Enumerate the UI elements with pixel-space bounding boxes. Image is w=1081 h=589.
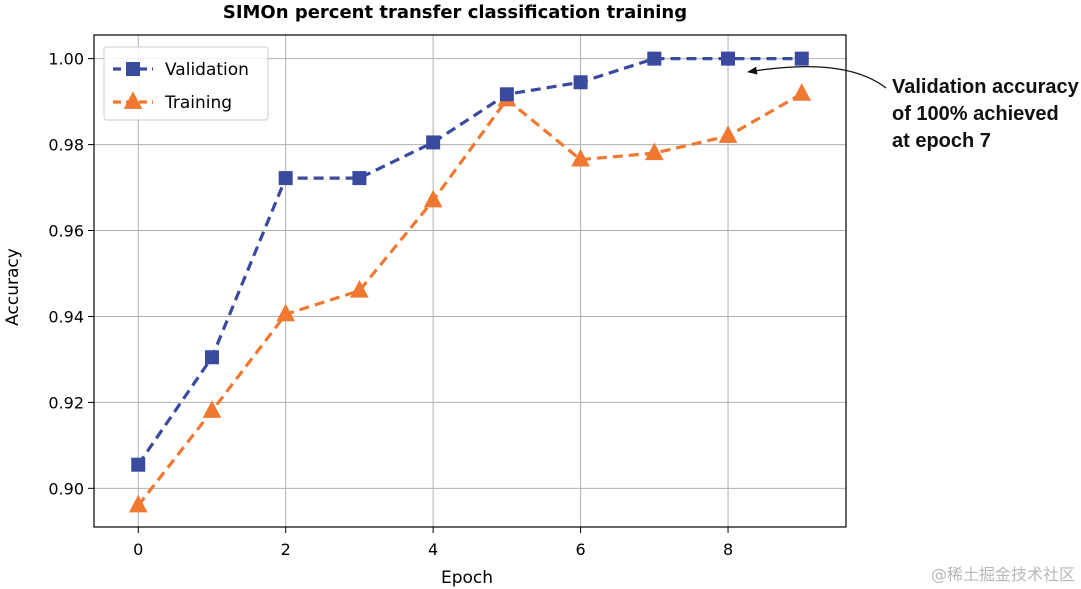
chart-title: SIMOn percent transfer classification tr… [223, 2, 687, 23]
x-tick-label: 2 [281, 540, 291, 559]
data-point-training [202, 400, 222, 418]
y-axis-title: Accuracy [3, 248, 23, 326]
data-point-validation [278, 171, 293, 186]
annotation-arrow [747, 65, 887, 89]
data-point-validation [794, 51, 809, 66]
data-point-training [276, 303, 296, 322]
legend-swatch-marker [126, 62, 140, 76]
x-tick-label: 0 [133, 540, 143, 559]
axis-ticks: 0 2 4 6 8 0.90 0.92 0.94 0.96 0.98 1.00 [48, 50, 733, 559]
y-tick-label: 1.00 [48, 50, 84, 69]
legend-label-validation: Validation [165, 60, 249, 80]
data-point-training [718, 125, 738, 143]
data-point-validation [352, 171, 367, 186]
data-point-validation [426, 135, 441, 150]
annotation-line-3: at epoch 7 [892, 130, 991, 152]
data-point-training [350, 280, 369, 298]
data-point-validation [499, 87, 514, 102]
data-point-validation [573, 75, 588, 90]
y-tick-label: 0.94 [48, 307, 84, 326]
x-tick-label: 4 [428, 540, 438, 559]
legend: Validation Training [103, 46, 269, 121]
watermark: @稀土掘金技术社区 [931, 565, 1075, 584]
series-line-validation [136, 57, 802, 466]
legend-label-training: Training [164, 93, 232, 113]
data-point-training [571, 148, 590, 167]
x-axis-title: Epoch [441, 568, 493, 588]
series-validation [131, 51, 809, 472]
y-tick-label: 0.96 [48, 222, 84, 241]
annotation-line-1: Validation accuracy [892, 76, 1080, 98]
legend-entries: Validation Training [113, 60, 249, 113]
annotation: Validation accuracy of 100% achieved at … [747, 65, 1080, 152]
data-point-training [792, 83, 812, 101]
legend-swatch-marker [123, 91, 143, 109]
y-tick-label: 0.92 [48, 393, 84, 412]
series-line-training [136, 92, 803, 507]
annotation-line-2: of 100% achieved [892, 103, 1059, 125]
series-training [128, 83, 812, 513]
data-point-validation [647, 51, 662, 66]
x-tick-label: 6 [575, 540, 585, 559]
x-tick-label: 8 [723, 540, 733, 559]
data-point-validation [721, 51, 736, 66]
data-point-validation [204, 350, 219, 365]
data-point-training [644, 142, 664, 161]
plot-area-frame [93, 34, 847, 528]
y-tick-label: 0.98 [48, 136, 84, 155]
data-point-training [423, 189, 443, 208]
data-point-training [128, 494, 148, 513]
series-layer [128, 51, 812, 513]
y-tick-label: 0.90 [48, 479, 84, 498]
data-point-validation [131, 457, 146, 472]
